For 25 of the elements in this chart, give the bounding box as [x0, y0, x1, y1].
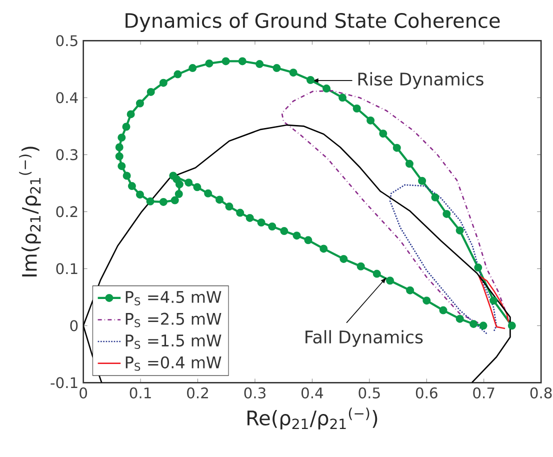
y-tick-label: -0.1 [50, 377, 78, 388]
x-tick-label: 0.1 [130, 387, 151, 398]
chart-title: Dynamics of Ground State Coherence [126, 12, 500, 32]
x-tick-label: 0.7 [473, 387, 494, 398]
x-tick-label: 0.5 [358, 387, 380, 398]
y-tick-label: 0.5 [56, 35, 78, 46]
legend-label: P$_{S}$ =4.5 mW [126, 291, 222, 306]
y-tick-label: 0 [70, 320, 78, 332]
y-tick-label: 0.3 [56, 149, 78, 160]
legend-label: P$_{S}$ =1.5 mW [126, 334, 222, 349]
y-tick-label: 0.1 [56, 263, 78, 274]
x-tick-label: 0.8 [530, 387, 552, 398]
y-tick-label: 0.2 [56, 206, 78, 218]
legend-label: P$_{S}$ =2.5 mW [126, 312, 222, 328]
annotation: Fall Dynamics [306, 330, 423, 347]
y-axis-title: Im(ρ$_{21}$/ρ$_{21}$$^{(−)}$) [19, 146, 41, 276]
x-tick-label: 0.6 [416, 387, 438, 398]
legend-label: P$_{S}$ =0.4 mW [126, 356, 222, 371]
x-tick-label: 0.4 [302, 387, 324, 398]
x-tick-label: 0.3 [244, 387, 266, 398]
x-axis-title: Re(ρ$_{21}$/ρ$_{21}$$^{(−)}$) [248, 408, 378, 430]
x-tick-label: 0 [80, 387, 88, 398]
y-tick-label: 0.4 [56, 92, 78, 104]
x-tick-label: 0.2 [187, 387, 208, 398]
annotation: Rise Dynamics [358, 72, 484, 89]
